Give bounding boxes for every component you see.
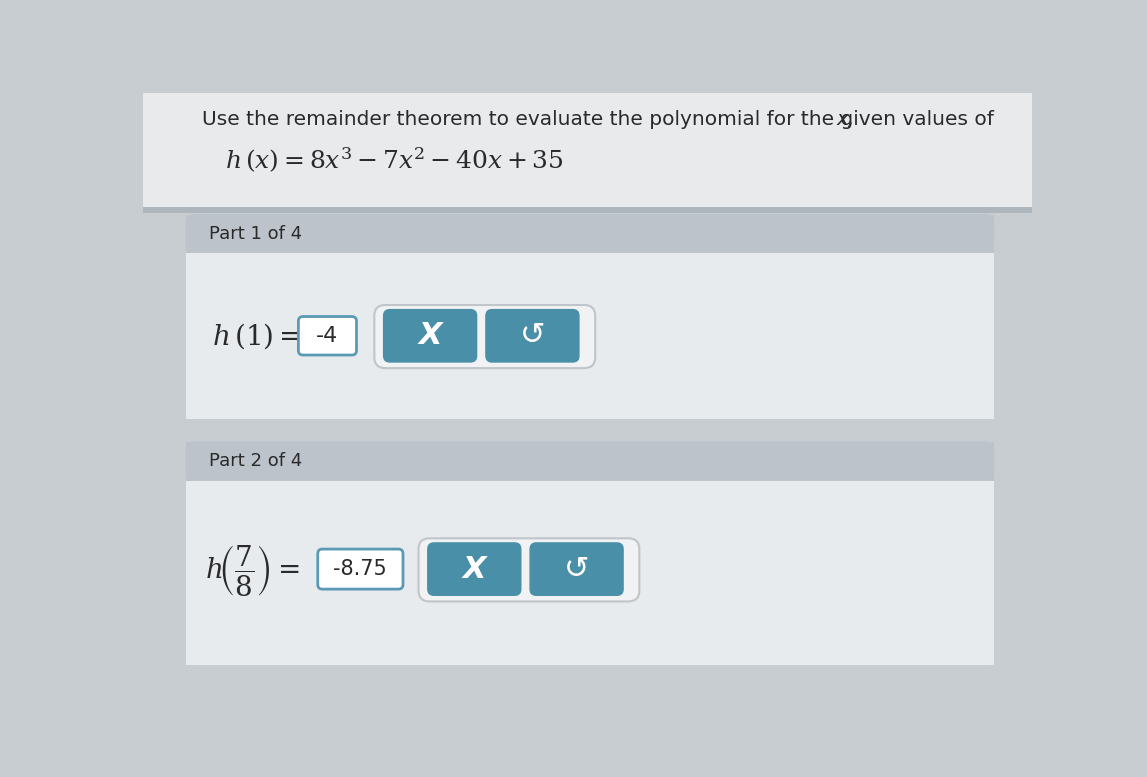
FancyBboxPatch shape: [428, 543, 521, 595]
Bar: [143, 207, 1032, 214]
Text: x,: x,: [837, 110, 856, 129]
Text: $h\,(1)=$: $h\,(1)=$: [211, 321, 301, 350]
Text: ↺: ↺: [520, 322, 545, 350]
Bar: [186, 215, 993, 253]
Text: Use the remainder theorem to evaluate the polynomial for the given values of: Use the remainder theorem to evaluate th…: [202, 110, 1000, 129]
FancyBboxPatch shape: [186, 442, 993, 665]
FancyBboxPatch shape: [186, 442, 993, 480]
FancyBboxPatch shape: [186, 215, 993, 419]
Text: Part 1 of 4: Part 1 of 4: [209, 225, 303, 243]
FancyBboxPatch shape: [298, 316, 357, 355]
FancyBboxPatch shape: [318, 549, 403, 589]
FancyBboxPatch shape: [486, 309, 579, 362]
FancyBboxPatch shape: [530, 543, 623, 595]
Bar: [186, 253, 993, 419]
Bar: [143, 93, 1032, 207]
Text: -8.75: -8.75: [334, 559, 388, 579]
Text: ↺: ↺: [564, 555, 590, 584]
Text: X: X: [419, 322, 442, 350]
Text: $h\,(x)=8x^3-7x^2-40x+35$: $h\,(x)=8x^3-7x^2-40x+35$: [225, 145, 563, 175]
Text: Part 2 of 4: Part 2 of 4: [209, 452, 303, 470]
FancyBboxPatch shape: [419, 538, 639, 601]
FancyBboxPatch shape: [383, 309, 477, 362]
FancyBboxPatch shape: [374, 305, 595, 368]
Bar: [186, 442, 993, 480]
Bar: [186, 480, 993, 665]
Text: $h\!\left(\dfrac{7}{8}\right)=$: $h\!\left(\dfrac{7}{8}\right)=$: [205, 543, 301, 598]
Bar: [186, 234, 993, 253]
Bar: [186, 462, 993, 480]
Text: -4: -4: [317, 326, 338, 346]
Text: X: X: [462, 555, 486, 584]
FancyBboxPatch shape: [186, 215, 993, 253]
Bar: [143, 419, 1032, 442]
